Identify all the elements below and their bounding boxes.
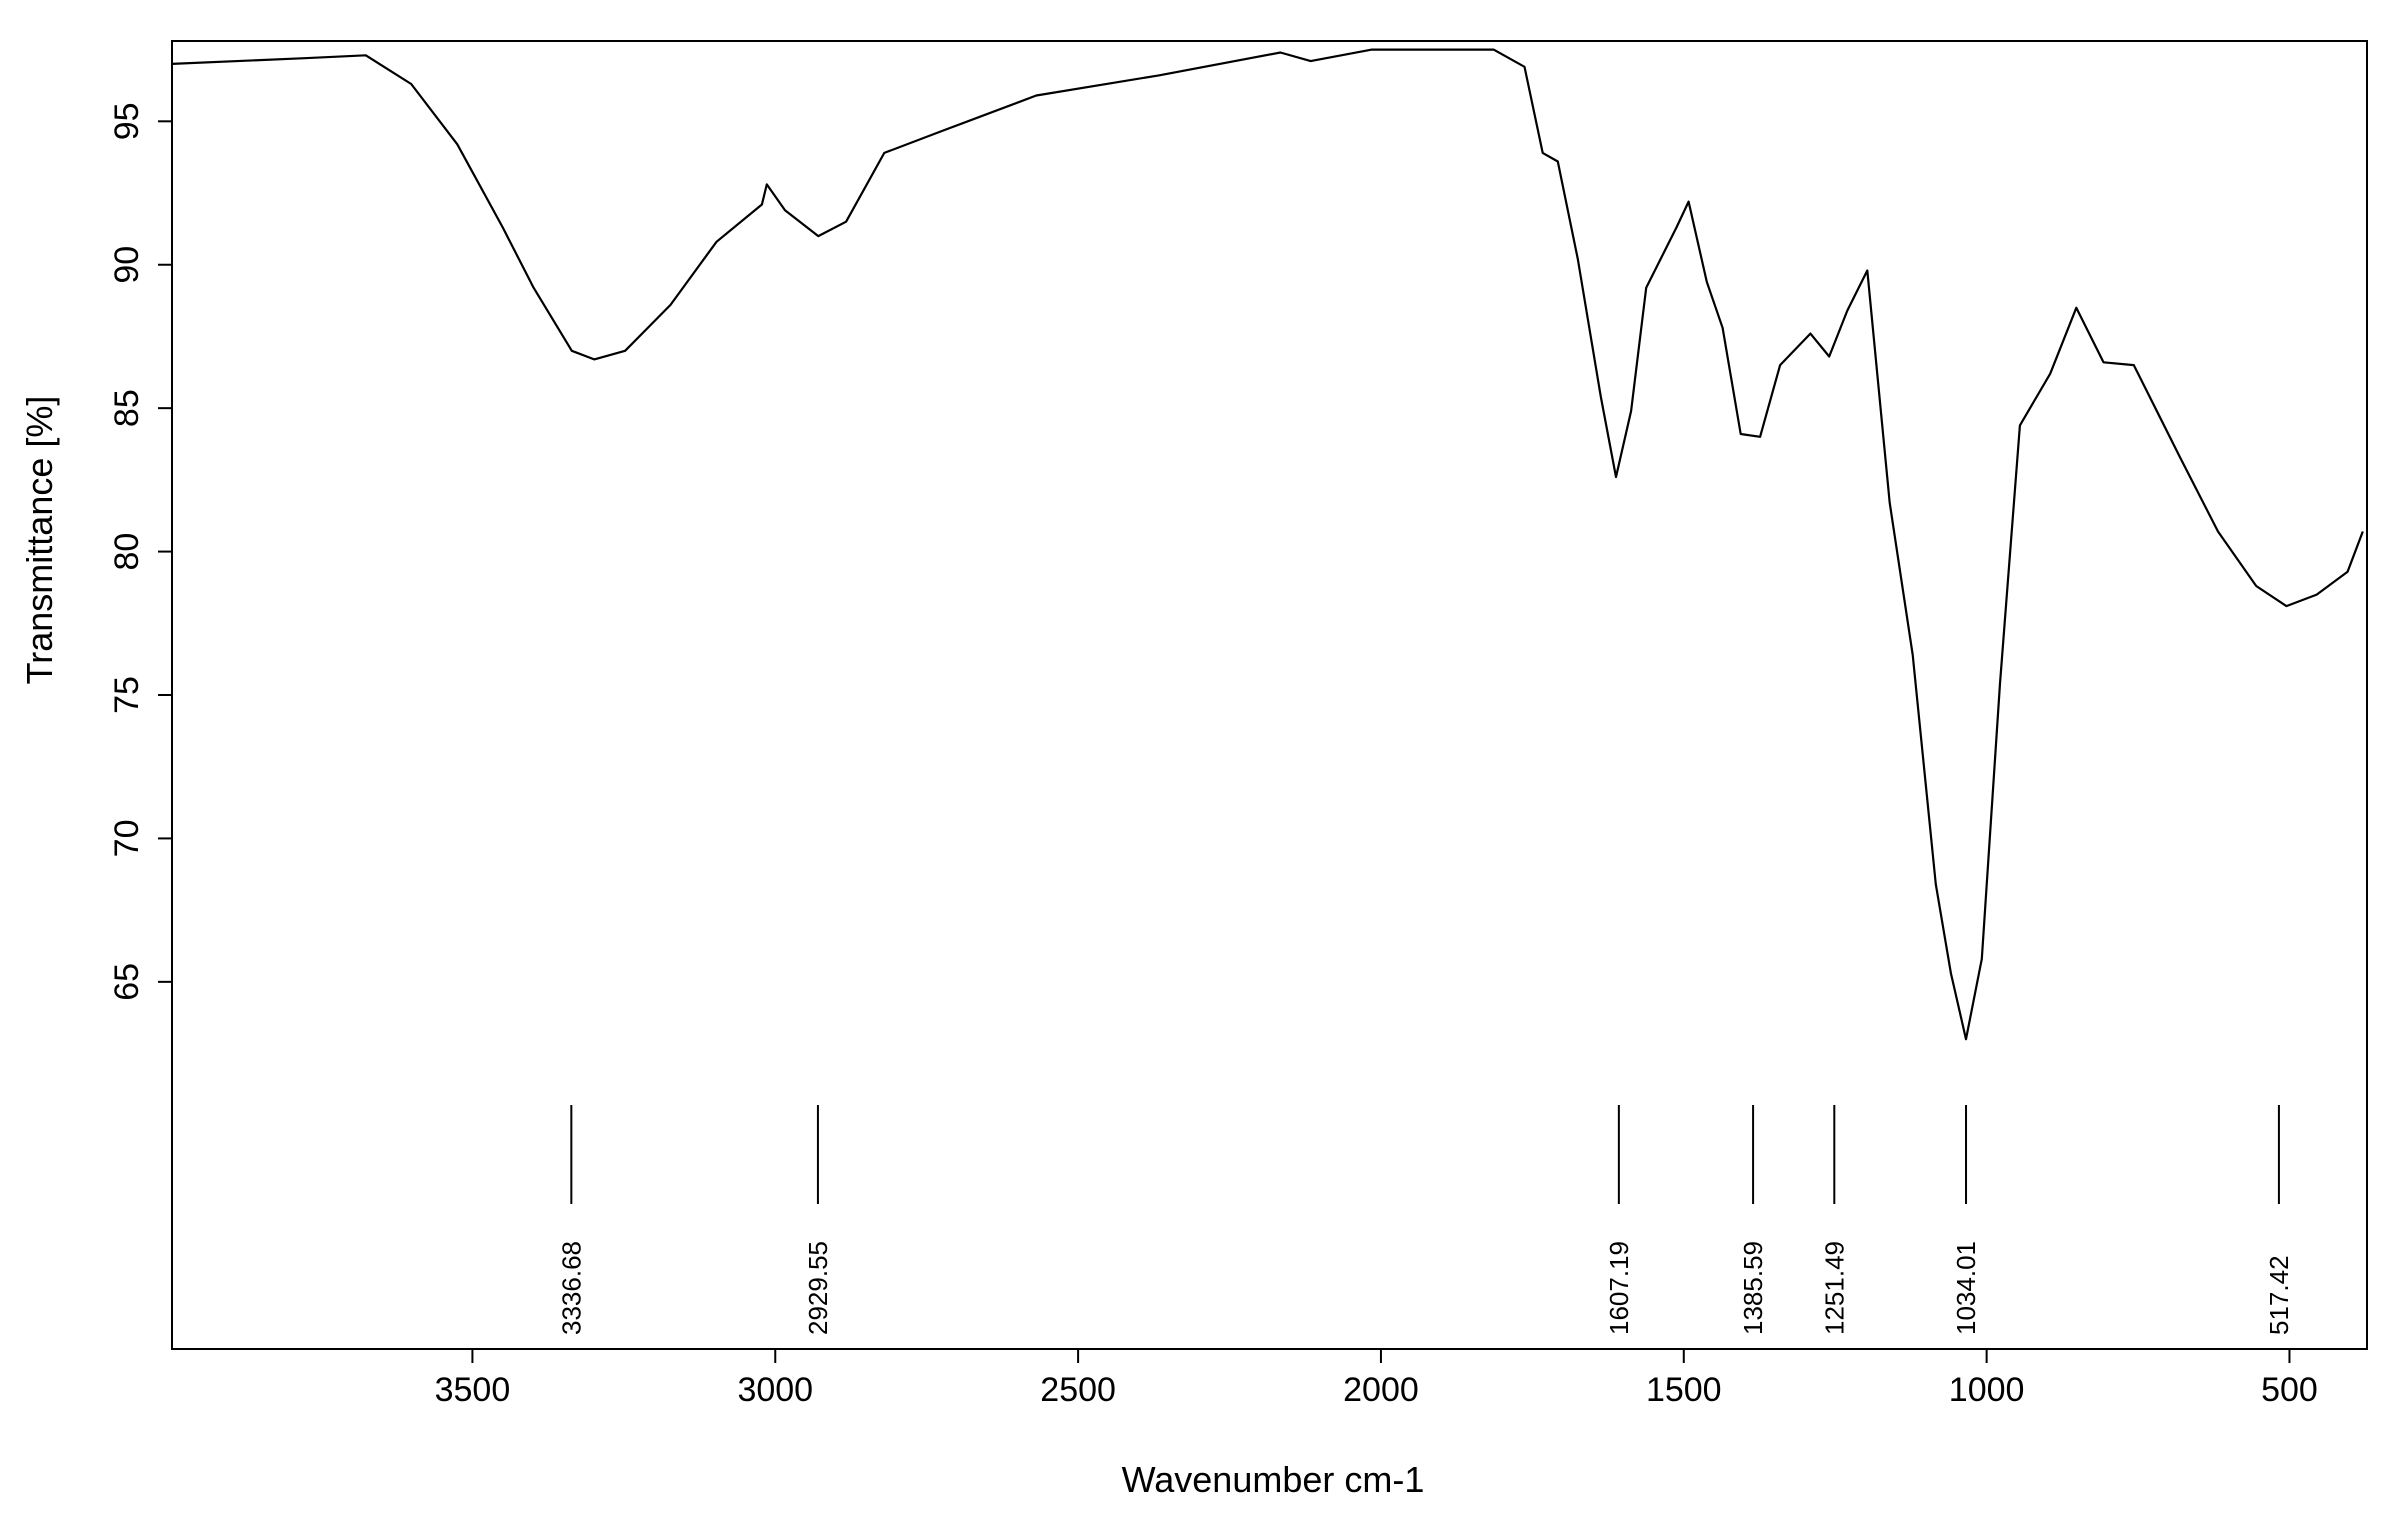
spectrum-line <box>171 48 2364 1041</box>
peak-label: 3336.68 <box>556 1241 586 1335</box>
y-tick-label: 70 <box>108 820 146 858</box>
peak-label: 2929.55 <box>803 1241 833 1335</box>
y-axis-label: Transmittance [%] <box>19 396 60 685</box>
peak-label: 1607.19 <box>1604 1241 1634 1335</box>
x-tick-label: 1500 <box>1646 1371 1722 1409</box>
x-axis-label: Wavenumber cm-1 <box>1122 1459 1425 1500</box>
peak-label: 517.42 <box>2264 1255 2294 1335</box>
peak-label: 1034.01 <box>1951 1241 1981 1335</box>
x-tick-label: 1000 <box>1949 1371 2025 1409</box>
y-tick-label: 65 <box>108 963 146 1001</box>
y-tick-label: 85 <box>108 389 146 427</box>
x-tick-label: 2000 <box>1343 1371 1419 1409</box>
peak-label: 1251.49 <box>1819 1241 1849 1335</box>
y-tick-label: 75 <box>108 676 146 714</box>
peak-label: 1385.59 <box>1738 1241 1768 1335</box>
x-tick-label: 500 <box>2261 1371 2318 1409</box>
x-tick-label: 3500 <box>435 1371 511 1409</box>
y-tick-label: 95 <box>108 102 146 140</box>
x-tick-label: 2500 <box>1040 1371 1116 1409</box>
y-tick-label: 80 <box>108 533 146 571</box>
plot-frame <box>171 40 2368 1350</box>
y-tick-label: 90 <box>108 246 146 284</box>
x-tick-label: 3000 <box>737 1371 813 1409</box>
